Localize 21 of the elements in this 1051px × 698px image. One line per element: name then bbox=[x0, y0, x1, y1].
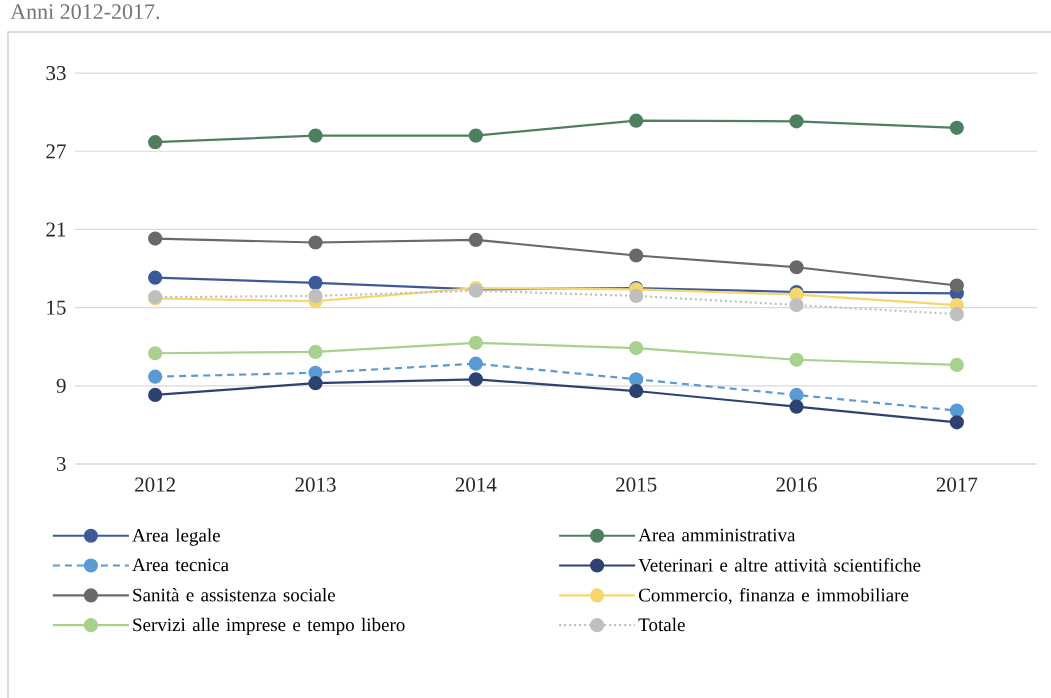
y-tick-label: 21 bbox=[46, 222, 66, 237]
y-tick-label: 27 bbox=[46, 144, 66, 159]
y-tick-label: 15 bbox=[47, 300, 66, 315]
legend-label: Veterinari e altre attività scientifiche bbox=[638, 558, 921, 572]
legend-label: Commercio, finanza e immobiliare bbox=[638, 587, 909, 605]
legend-label: Area amministrativa bbox=[638, 528, 796, 542]
legend-label: Area legale bbox=[132, 528, 220, 546]
x-tick-label: 2015 bbox=[616, 477, 657, 492]
legend-label: Totale bbox=[638, 617, 685, 632]
legend-label: Area tecnica bbox=[132, 558, 229, 572]
x-tick-label: 2017 bbox=[936, 477, 978, 492]
legend-label: Servizi alle imprese e tempo libero bbox=[133, 617, 405, 636]
x-tick-label: 2016 bbox=[776, 477, 817, 492]
y-tick-label: 3 bbox=[56, 456, 66, 472]
y-tick-label: 9 bbox=[56, 378, 66, 393]
x-tick-label: 2012 bbox=[135, 477, 176, 492]
x-tick-label: 2013 bbox=[295, 477, 336, 492]
legend-label: Sanità e assistenza sociale bbox=[133, 588, 336, 602]
y-tick-label: 33 bbox=[46, 66, 66, 81]
x-tick-label: 2014 bbox=[455, 477, 497, 492]
chart-title: Anni 2012-2017. bbox=[10, 4, 160, 20]
